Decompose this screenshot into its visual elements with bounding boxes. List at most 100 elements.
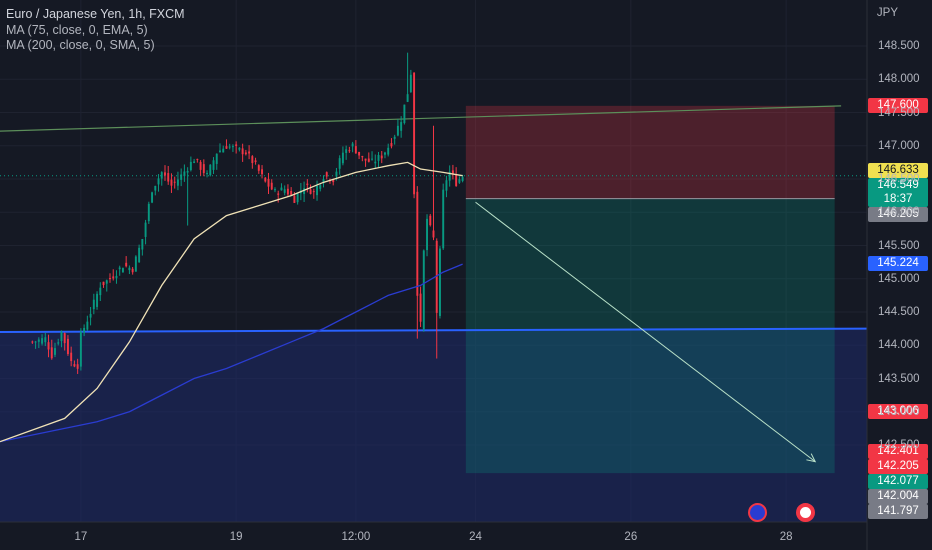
y-tick-label: 143.000 bbox=[878, 405, 920, 418]
candle-body bbox=[448, 171, 451, 181]
sma200-legend[interactable]: MA (200, close, 0, SMA, 5) bbox=[6, 38, 155, 52]
candle-body bbox=[206, 173, 209, 175]
price-label-l142401[interactable]: 142.401 bbox=[868, 444, 928, 460]
candle-body bbox=[215, 153, 218, 164]
ema75-legend[interactable]: MA (75, close, 0, EMA, 5) bbox=[6, 22, 148, 37]
stop-loss-zone bbox=[465, 105, 835, 199]
candle-body bbox=[89, 313, 92, 318]
candle-body bbox=[151, 192, 154, 203]
candle-body bbox=[325, 172, 328, 177]
candle-body bbox=[354, 146, 357, 154]
candle-body bbox=[96, 293, 99, 307]
candle-body bbox=[244, 152, 247, 155]
candle-body bbox=[73, 364, 76, 367]
candle-body bbox=[199, 161, 202, 170]
eu-event-icon[interactable] bbox=[748, 503, 767, 522]
price-label-value: 143.006 bbox=[877, 404, 919, 417]
candle-body bbox=[358, 151, 361, 156]
y-tick-label: 145.000 bbox=[878, 272, 920, 285]
candle-body bbox=[50, 347, 53, 359]
candle-body bbox=[118, 267, 121, 270]
candle-body bbox=[348, 150, 351, 152]
candle-body bbox=[102, 281, 105, 286]
candle-body bbox=[286, 188, 289, 195]
candle-body bbox=[316, 185, 319, 196]
candle-body bbox=[432, 230, 435, 238]
candle-body bbox=[306, 183, 309, 186]
candle-body bbox=[66, 338, 69, 354]
price-label-value: 147.600 bbox=[877, 99, 919, 112]
candle-body bbox=[112, 276, 115, 279]
price-label-stop[interactable]: 147.600 bbox=[868, 98, 928, 114]
candle-body bbox=[445, 180, 448, 191]
candle-body bbox=[406, 94, 409, 102]
price-label-l143006[interactable]: 143.006 bbox=[868, 403, 928, 419]
candle-body bbox=[86, 321, 89, 330]
candle-body bbox=[121, 268, 124, 273]
price-label-value: 142.401 bbox=[877, 445, 919, 458]
candle-body bbox=[105, 280, 108, 284]
candle-body bbox=[225, 146, 228, 149]
legend: Euro / Japanese Yen, 1h, FXCM MA (75, cl… bbox=[6, 7, 185, 54]
price-label-target[interactable]: 142.077 bbox=[868, 474, 928, 490]
candle-body bbox=[180, 174, 183, 180]
price-label-l142004[interactable]: 142.004 bbox=[868, 489, 928, 505]
candle-body bbox=[426, 218, 429, 251]
candle-body bbox=[157, 178, 160, 185]
candle-body bbox=[380, 155, 383, 159]
support-line bbox=[0, 327, 868, 333]
candle-body bbox=[403, 104, 406, 124]
price-label-value: 142.004 bbox=[877, 490, 919, 503]
y-tick-label: 143.500 bbox=[878, 372, 920, 385]
y-tick-label: 144.500 bbox=[878, 306, 920, 318]
candle-body bbox=[183, 171, 186, 177]
candle-body bbox=[115, 275, 118, 279]
price-label-countdown: 18:37 bbox=[883, 192, 913, 205]
price-label-value: 146.205 bbox=[877, 207, 919, 220]
candle-body bbox=[254, 160, 257, 163]
event-marker-icon[interactable] bbox=[796, 503, 815, 522]
candle-body bbox=[57, 342, 60, 344]
candle-body bbox=[396, 125, 399, 136]
candle-body bbox=[173, 181, 176, 183]
candle-body bbox=[60, 331, 63, 342]
candle-body bbox=[309, 189, 312, 194]
candle-body bbox=[322, 179, 325, 184]
projection-arrow-head bbox=[806, 453, 817, 463]
candle-body bbox=[167, 173, 170, 182]
price-label-sma200[interactable]: 145.224 bbox=[868, 256, 928, 272]
price-label-entry[interactable]: 146.205 bbox=[868, 206, 928, 222]
price-label-l142205[interactable]: 142.205 bbox=[868, 459, 928, 475]
price-label-ema75[interactable]: 146.633 bbox=[868, 162, 928, 178]
candle-body bbox=[458, 179, 461, 183]
candle-body bbox=[176, 179, 179, 186]
candle-body bbox=[274, 189, 276, 191]
candle-body bbox=[92, 299, 95, 310]
x-tick-label: 17 bbox=[74, 531, 88, 543]
candle-body bbox=[409, 74, 412, 93]
candle-body bbox=[335, 171, 338, 177]
candle-body bbox=[37, 339, 40, 342]
candle-body bbox=[400, 122, 403, 131]
price-label-last[interactable]: 146.549 18:37 bbox=[868, 177, 928, 207]
x-tick-label: 12:00 bbox=[341, 531, 371, 543]
trendline bbox=[0, 105, 842, 132]
candle-body bbox=[367, 158, 370, 162]
projection-arrow bbox=[475, 201, 816, 463]
candle-body bbox=[338, 158, 341, 169]
price-label-l141797[interactable]: 141.797 bbox=[868, 504, 928, 520]
candle-body bbox=[170, 179, 173, 186]
candle-body bbox=[332, 179, 335, 183]
candle-body bbox=[351, 143, 354, 147]
candle-body bbox=[160, 172, 163, 179]
candle-body bbox=[264, 177, 267, 182]
y-tick-label: 145.500 bbox=[878, 239, 920, 252]
candle-body bbox=[416, 191, 419, 296]
candle-body bbox=[413, 72, 416, 195]
symbol-title[interactable]: Euro / Japanese Yen, 1h, FXCM bbox=[6, 7, 185, 21]
candle-body bbox=[212, 160, 215, 170]
candle-body bbox=[277, 193, 280, 195]
support-zone bbox=[0, 328, 867, 522]
